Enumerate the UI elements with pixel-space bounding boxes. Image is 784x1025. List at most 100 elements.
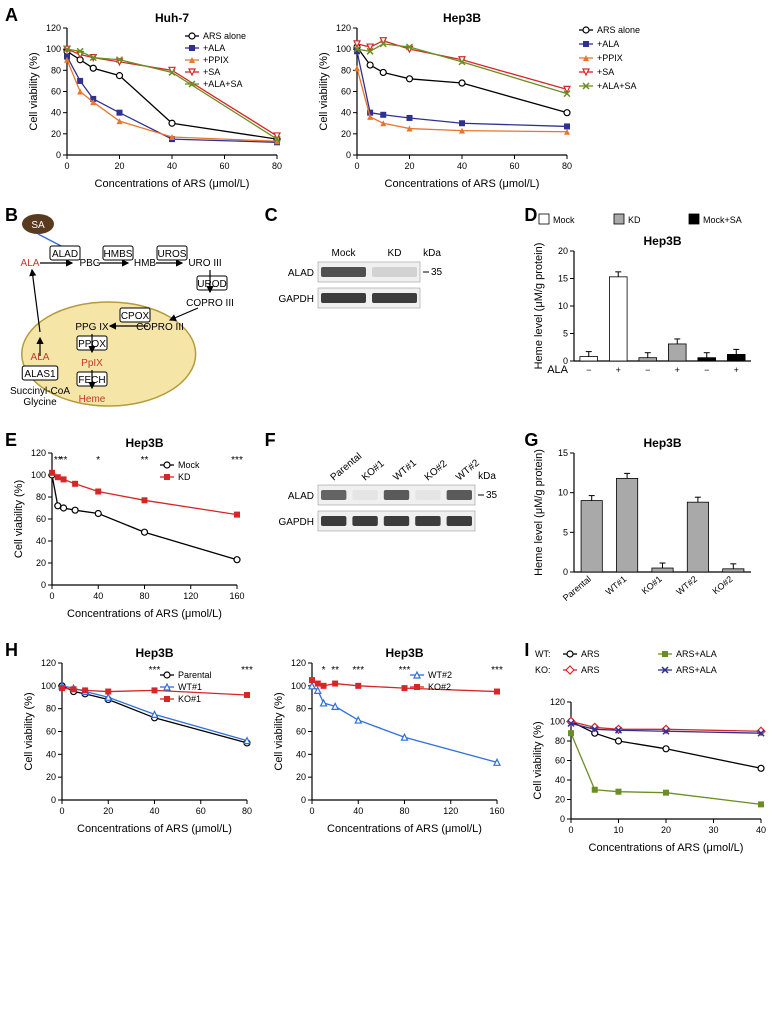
svg-text:35: 35 <box>486 490 498 501</box>
svg-text:ARS: ARS <box>581 649 600 659</box>
svg-text:60: 60 <box>296 727 306 737</box>
svg-text:80: 80 <box>242 806 252 816</box>
svg-text:URO III: URO III <box>188 258 221 269</box>
svg-text:Concentrations of ARS (μmol/L): Concentrations of ARS (μmol/L) <box>327 823 482 835</box>
svg-text:20: 20 <box>36 558 46 568</box>
svg-text:0: 0 <box>309 806 314 816</box>
svg-text:40: 40 <box>46 749 56 759</box>
svg-text:Cell viability (%): Cell viability (%) <box>23 692 35 770</box>
svg-text:0: 0 <box>64 161 69 171</box>
svg-text:Hep3B: Hep3B <box>385 646 423 660</box>
svg-text:120: 120 <box>336 23 351 33</box>
panel-label: D <box>524 205 537 226</box>
svg-text:ALAD: ALAD <box>288 491 314 502</box>
svg-text:60: 60 <box>341 87 351 97</box>
svg-text:*: * <box>96 455 100 466</box>
svg-text:20: 20 <box>661 825 671 835</box>
svg-text:***: *** <box>241 665 253 676</box>
svg-text:PPG IX: PPG IX <box>75 322 109 333</box>
svg-text:WT#1: WT#1 <box>604 574 629 597</box>
svg-text:PpIX: PpIX <box>81 358 103 369</box>
svg-text:20: 20 <box>404 161 414 171</box>
svg-text:0: 0 <box>346 150 351 160</box>
svg-text:120: 120 <box>41 658 56 668</box>
svg-text:0: 0 <box>569 825 574 835</box>
svg-text:kDa: kDa <box>478 471 496 482</box>
svg-text:Heme: Heme <box>79 394 106 405</box>
svg-text:80: 80 <box>36 492 46 502</box>
panel-E: E04080120160020406080100120Concentration… <box>10 435 255 625</box>
svg-text:+ALA+SA: +ALA+SA <box>203 79 243 89</box>
svg-text:+: + <box>734 365 739 375</box>
panel-I: IWT:ARSARS+ALAKO:ARSARS+ALA0102030400204… <box>529 645 774 859</box>
svg-text:KD: KD <box>387 248 401 259</box>
svg-text:KO:: KO: <box>535 665 551 675</box>
svg-text:KO#1: KO#1 <box>178 694 201 704</box>
svg-text:40: 40 <box>756 825 766 835</box>
svg-text:GAPDH: GAPDH <box>278 294 314 305</box>
svg-text:120: 120 <box>550 697 565 707</box>
svg-text:Mock+SA: Mock+SA <box>703 215 742 225</box>
svg-text:SA: SA <box>31 220 45 231</box>
svg-text:ARS+ALA: ARS+ALA <box>676 665 717 675</box>
svg-text:40: 40 <box>555 775 565 785</box>
svg-text:***: *** <box>352 665 364 676</box>
panel-label: B <box>5 205 18 226</box>
svg-text:40: 40 <box>296 749 306 759</box>
panel-G: G051015Heme level (μM/g protein)Hep3BPar… <box>529 435 774 625</box>
svg-text:Heme level (μM/g protein): Heme level (μM/g protein) <box>533 243 545 370</box>
svg-text:40: 40 <box>353 806 363 816</box>
svg-text:ARS alone: ARS alone <box>597 25 640 35</box>
svg-text:20: 20 <box>296 772 306 782</box>
svg-text:Succinyl-CoA: Succinyl-CoA <box>10 386 70 397</box>
svg-text:kDa: kDa <box>423 248 441 259</box>
svg-text:UROS: UROS <box>158 249 187 260</box>
svg-text:0: 0 <box>56 150 61 160</box>
svg-text:COPRO III: COPRO III <box>136 322 184 333</box>
svg-text:120: 120 <box>443 806 458 816</box>
svg-text:Parental: Parental <box>328 451 364 483</box>
svg-text:*: * <box>322 665 326 676</box>
svg-text:KO#2: KO#2 <box>422 458 449 483</box>
svg-text:40: 40 <box>149 806 159 816</box>
svg-text:Cell viability (%): Cell viability (%) <box>532 721 544 799</box>
svg-text:15: 15 <box>558 448 568 458</box>
panel-D: DMockKDMock+SA05101520Heme level (μM/g p… <box>529 210 774 415</box>
svg-text:Glycine: Glycine <box>23 397 57 408</box>
svg-text:80: 80 <box>139 591 149 601</box>
svg-text:60: 60 <box>36 514 46 524</box>
panel-label: H <box>5 640 18 661</box>
svg-text:KO#1: KO#1 <box>640 574 664 596</box>
svg-text:Hep3B: Hep3B <box>443 11 481 25</box>
svg-text:***: *** <box>491 665 503 676</box>
svg-text:WT#2: WT#2 <box>675 574 700 597</box>
svg-text:WT#1: WT#1 <box>178 682 202 692</box>
svg-text:**: ** <box>60 455 68 466</box>
svg-text:80: 80 <box>272 161 282 171</box>
svg-text:35: 35 <box>431 267 443 278</box>
svg-text:KD: KD <box>178 472 191 482</box>
svg-text:30: 30 <box>709 825 719 835</box>
svg-text:40: 40 <box>36 536 46 546</box>
svg-text:GAPDH: GAPDH <box>278 517 314 528</box>
svg-text:Concentrations of ARS (μmol/L): Concentrations of ARS (μmol/L) <box>77 823 232 835</box>
panel-label: I <box>524 640 529 661</box>
svg-text:+SA: +SA <box>597 67 614 77</box>
svg-text:80: 80 <box>399 806 409 816</box>
panel-label: A <box>5 5 18 26</box>
svg-text:0: 0 <box>563 567 568 577</box>
panel-C: CMockKDkDaALAD35GAPDH <box>270 210 515 415</box>
svg-text:0: 0 <box>49 591 54 601</box>
svg-text:40: 40 <box>93 591 103 601</box>
svg-text:100: 100 <box>336 44 351 54</box>
svg-text:CPOX: CPOX <box>121 311 150 322</box>
svg-text:+ALA: +ALA <box>203 43 225 53</box>
svg-text:40: 40 <box>51 108 61 118</box>
panel-label: G <box>524 430 538 451</box>
svg-text:0: 0 <box>301 795 306 805</box>
svg-text:ARS: ARS <box>581 665 600 675</box>
svg-text:80: 80 <box>296 704 306 714</box>
svg-text:Concentrations of ARS (μmol/L): Concentrations of ARS (μmol/L) <box>95 178 250 190</box>
panel-label: C <box>265 205 278 226</box>
svg-text:0: 0 <box>59 806 64 816</box>
